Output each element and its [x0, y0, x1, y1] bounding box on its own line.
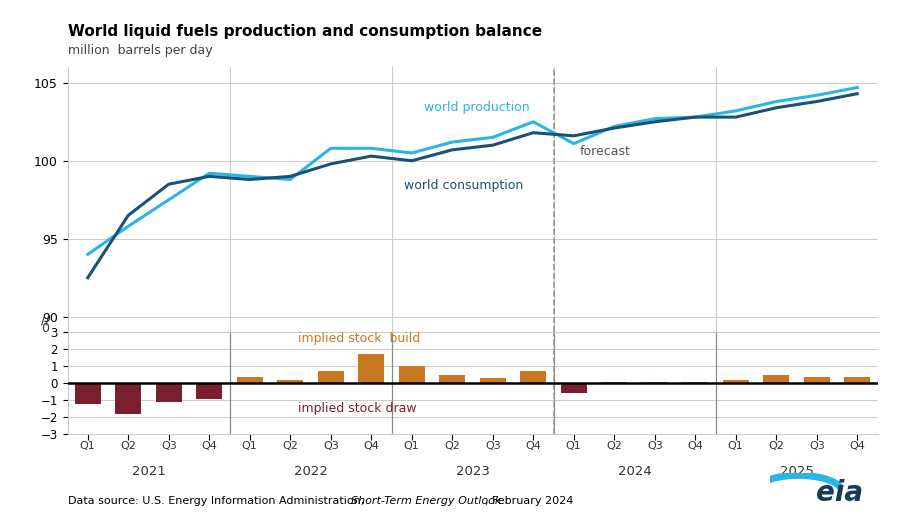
Bar	[723, 380, 749, 383]
Bar	[682, 382, 708, 383]
Bar	[763, 375, 789, 383]
Text: 0: 0	[41, 322, 50, 334]
Text: implied stock  build: implied stock build	[299, 332, 420, 345]
Text: 2023: 2023	[455, 465, 490, 478]
Bar	[399, 367, 425, 383]
Text: World liquid fuels production and consumption balance: World liquid fuels production and consum…	[68, 24, 542, 39]
Text: 2021: 2021	[131, 465, 166, 478]
Bar	[156, 383, 182, 402]
Text: 2024: 2024	[617, 465, 652, 478]
Bar	[196, 383, 222, 399]
Text: world production: world production	[424, 101, 529, 114]
Text: Short-Term Energy Outlook: Short-Term Energy Outlook	[351, 496, 501, 506]
Text: 2022: 2022	[293, 465, 328, 478]
Bar	[318, 371, 344, 383]
Bar	[115, 383, 141, 414]
Bar	[358, 355, 384, 383]
Text: forecast: forecast	[580, 145, 631, 158]
Bar	[642, 382, 668, 383]
Bar	[561, 383, 587, 393]
Bar	[520, 371, 546, 383]
Text: , February 2024: , February 2024	[485, 496, 573, 506]
Text: eia: eia	[816, 479, 863, 507]
Bar	[480, 378, 506, 383]
Text: //: //	[41, 314, 50, 327]
Bar	[277, 380, 303, 383]
Bar	[75, 383, 101, 404]
Bar	[237, 376, 263, 383]
Text: implied stock draw: implied stock draw	[299, 402, 417, 415]
Bar	[844, 376, 870, 383]
Bar	[804, 376, 830, 383]
Text: million  barrels per day: million barrels per day	[68, 44, 212, 57]
Text: 2025: 2025	[779, 465, 814, 478]
Text: world consumption: world consumption	[403, 179, 523, 192]
Bar	[601, 382, 627, 383]
Bar	[439, 375, 465, 383]
Text: Data source: U.S. Energy Information Administration,: Data source: U.S. Energy Information Adm…	[68, 496, 367, 506]
